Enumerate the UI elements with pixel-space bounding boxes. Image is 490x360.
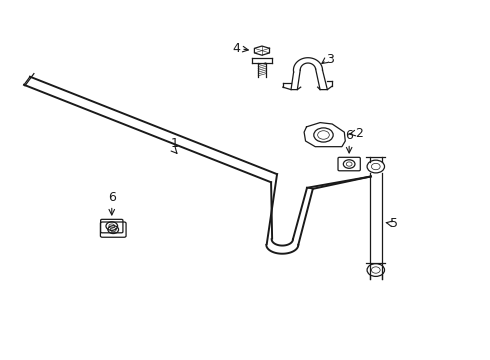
- Text: 1: 1: [171, 137, 179, 150]
- Text: 3: 3: [326, 53, 334, 66]
- Text: 4: 4: [232, 42, 240, 55]
- Text: 5: 5: [391, 217, 398, 230]
- Text: 6: 6: [108, 191, 116, 204]
- Text: 2: 2: [355, 127, 363, 140]
- Text: 6: 6: [345, 129, 353, 142]
